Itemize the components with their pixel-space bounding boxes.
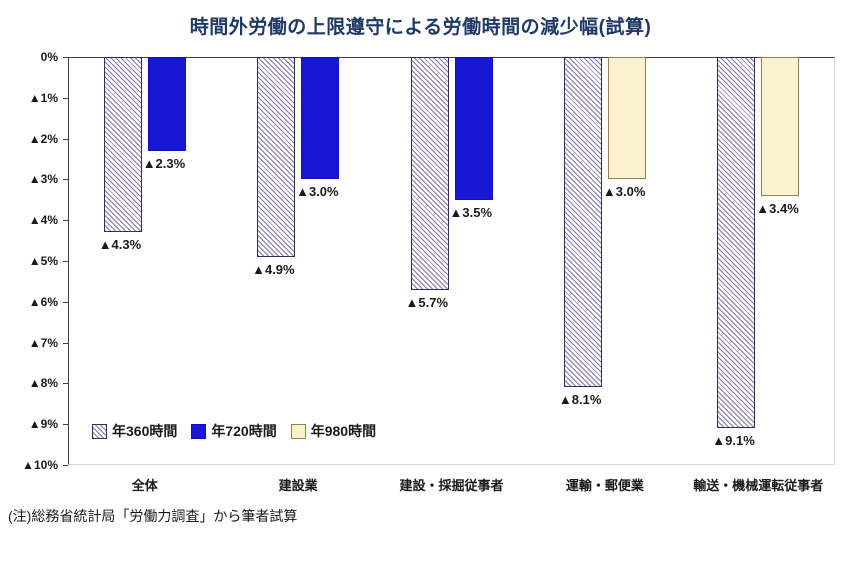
axis-tick [63, 179, 68, 181]
legend-swatch [92, 423, 107, 439]
y-axis-label: ▲7% [28, 335, 58, 350]
bar-data-label: ▲2.3% [142, 155, 186, 171]
axis-tick [63, 220, 68, 222]
axis-tick [63, 138, 68, 140]
y-axis-label: ▲9% [28, 417, 58, 432]
legend-item: 年720時間 [191, 421, 277, 441]
y-axis-label: ▲1% [28, 90, 58, 105]
y-axis-label: 0% [40, 50, 58, 64]
axis-tick [63, 383, 68, 385]
bar-data-label: ▲9.1% [712, 433, 755, 449]
legend-label: 年720時間 [211, 423, 277, 439]
source-note: (注)総務省統計局「労働力調査」から筆者試算 [8, 508, 298, 524]
plot-area [68, 57, 835, 465]
category-label: 輸送・機械運転従事者 [693, 478, 824, 493]
legend-swatch [290, 423, 306, 439]
axis-tick [63, 261, 68, 262]
bar [257, 57, 296, 257]
bar-data-label: ▲4.9% [252, 261, 295, 277]
y-axis-label: ▲4% [28, 213, 58, 228]
category-label: 建設・採掘従事者 [399, 478, 504, 493]
legend-item: 年360時間 [92, 421, 177, 441]
bar [563, 57, 602, 388]
chart-legend: 年360時間 年720時間 年980時間 [92, 421, 376, 441]
axis-tick [63, 301, 68, 303]
bar-data-label: ▲3.0% [296, 184, 339, 200]
chart-title: 時間外労働の上限遵守による労働時間の減少幅(試算) [189, 17, 652, 38]
bar-data-label: ▲3.0% [602, 184, 646, 200]
bar-data-label: ▲8.1% [558, 392, 602, 408]
axis-tick [63, 465, 68, 466]
bar [147, 57, 186, 151]
legend-label: 年980時間 [310, 423, 377, 439]
bar [301, 57, 340, 180]
y-axis-label: ▲8% [28, 376, 58, 391]
category-label: 建設業 [278, 478, 318, 493]
bar-data-label: ▲5.7% [405, 294, 449, 310]
category-label: 運輸・郵便業 [565, 478, 644, 493]
y-axis-label: ▲2% [28, 131, 58, 146]
axis-tick [63, 424, 68, 426]
axis-tick [63, 97, 68, 99]
y-axis-label: ▲5% [28, 254, 58, 268]
legend-item: 年980時間 [290, 421, 377, 441]
bar [410, 57, 449, 290]
axis-tick [63, 57, 68, 58]
y-axis-label: ▲10% [22, 458, 58, 472]
bar-data-label: ▲3.5% [449, 204, 493, 220]
bar [454, 57, 493, 200]
y-axis-label: ▲3% [28, 172, 58, 187]
bar [607, 57, 646, 180]
category-label: 全体 [131, 478, 158, 493]
bar [761, 57, 800, 196]
bar-data-label: ▲3.4% [756, 200, 799, 216]
bar [103, 57, 142, 233]
axis-tick [63, 342, 68, 344]
legend-label: 年360時間 [112, 423, 178, 439]
bar-data-label: ▲4.3% [98, 237, 142, 253]
y-axis-label: ▲6% [28, 294, 58, 309]
legend-swatch [191, 423, 207, 439]
bar [717, 57, 756, 429]
